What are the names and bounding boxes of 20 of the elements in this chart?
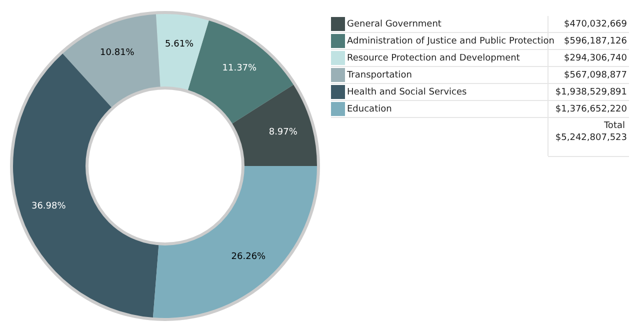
data-label: 11.37%: [222, 64, 258, 74]
data-label: 36.98%: [31, 201, 66, 212]
text: Total: [602, 121, 625, 131]
text: $1,376,652,220: [555, 104, 628, 114]
data-label: 5.61%: [165, 39, 194, 50]
text: $1,938,529,891: [555, 87, 627, 98]
legend-label: Transportation: [346, 70, 412, 80]
text: $294,306,740: [564, 53, 628, 64]
text: $596,187,126: [564, 36, 628, 46]
text: $5,242,807,523: [555, 133, 627, 143]
data-label: 8.97%: [268, 127, 298, 138]
text: $470,032,669: [564, 19, 628, 30]
text: $567,098,877: [564, 70, 627, 80]
legend-label: Health and Social Services: [347, 87, 468, 98]
legend-label: Education: [347, 104, 392, 114]
data-label: 10.81%: [100, 48, 135, 58]
data-label: 26.26%: [231, 252, 266, 262]
legend-label: Administration of Justice and Public Protection: [347, 36, 554, 46]
legend-label: General Government: [347, 19, 442, 30]
legend-label: Resource Protection and Development: [347, 53, 520, 64]
